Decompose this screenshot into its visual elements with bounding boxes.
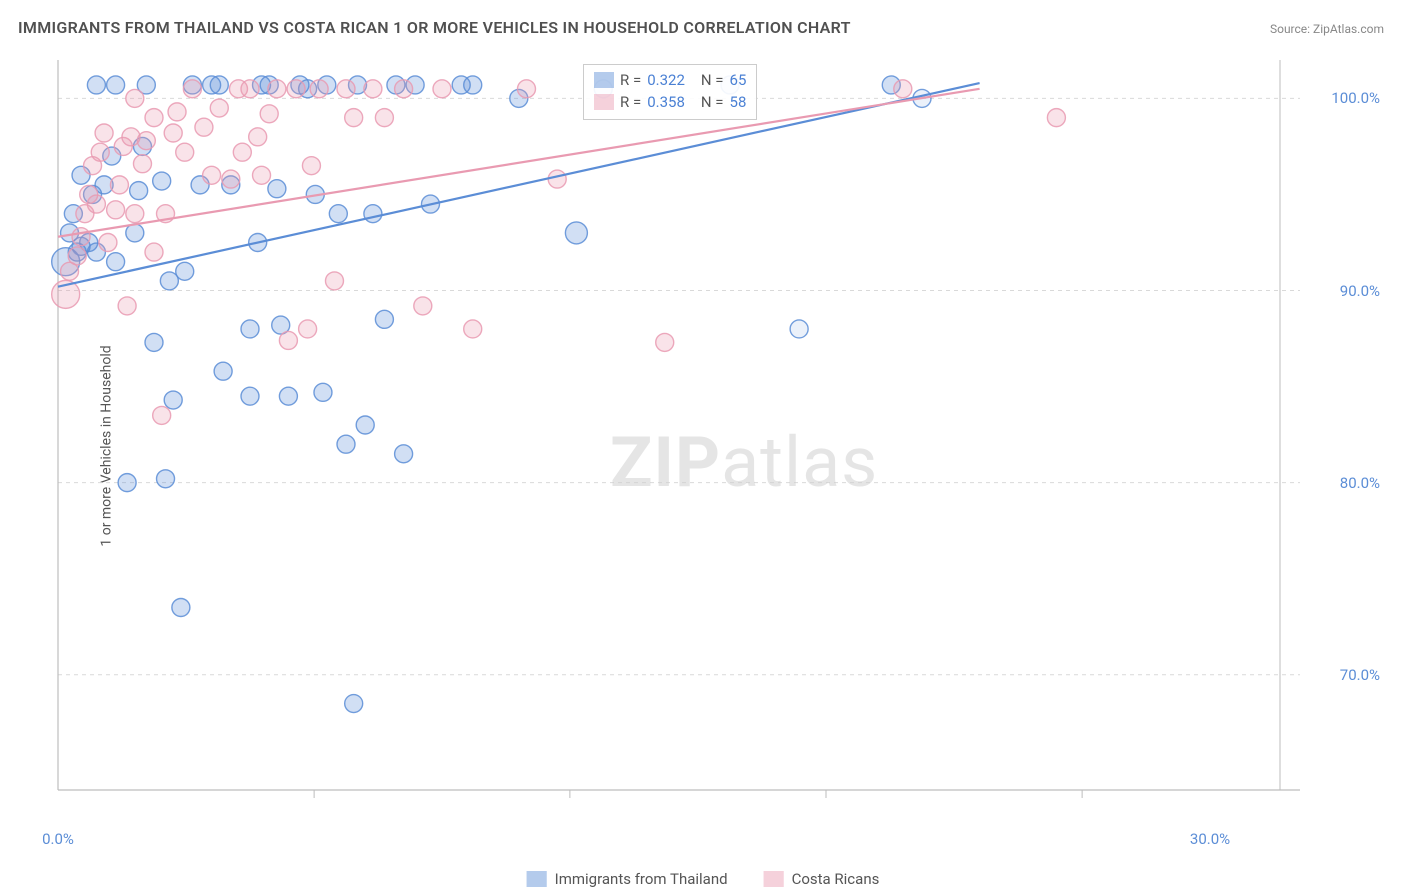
correlation-legend-row: R = 0.322 N = 65 [594, 69, 746, 91]
y-tick-label: 90.0% [1340, 282, 1380, 300]
series-legend: Immigrants from Thailand Costa Ricans [527, 870, 880, 888]
legend-label: Immigrants from Thailand [555, 870, 728, 888]
x-tick-label: 0.0% [42, 830, 74, 848]
legend-r-lbl: R = [620, 71, 641, 89]
legend-item: Costa Ricans [764, 870, 880, 888]
chart-svg [50, 50, 1300, 820]
chart-plot-area: ZIPatlas R = 0.322 N = 65 R = 0.358 N = … [50, 50, 1300, 820]
legend-swatch [527, 871, 547, 887]
chart-title: IMMIGRANTS FROM THAILAND VS COSTA RICAN … [18, 18, 851, 37]
legend-swatch [764, 871, 784, 887]
legend-swatch [594, 72, 614, 88]
legend-r-val: 0.322 [647, 71, 685, 89]
y-tick-label: 80.0% [1340, 474, 1380, 492]
correlation-legend: R = 0.322 N = 65 R = 0.358 N = 58 [583, 64, 757, 120]
legend-n-lbl: N = [701, 93, 724, 111]
source-attribution: Source: ZipAtlas.com [1270, 22, 1384, 36]
y-tick-label: 70.0% [1340, 666, 1380, 684]
correlation-legend-row: R = 0.358 N = 58 [594, 91, 746, 113]
legend-r-val: 0.358 [647, 93, 685, 111]
source-prefix: Source: [1270, 22, 1313, 36]
legend-swatch [594, 94, 614, 110]
legend-item: Immigrants from Thailand [527, 870, 728, 888]
x-tick-label: 30.0% [1190, 830, 1230, 848]
source-link[interactable]: ZipAtlas.com [1313, 22, 1384, 36]
legend-n-val: 58 [730, 93, 747, 111]
legend-r-lbl: R = [620, 93, 641, 111]
y-tick-label: 100.0% [1331, 89, 1380, 107]
legend-n-val: 65 [730, 71, 747, 89]
legend-n-lbl: N = [701, 71, 724, 89]
legend-label: Costa Ricans [792, 870, 880, 888]
